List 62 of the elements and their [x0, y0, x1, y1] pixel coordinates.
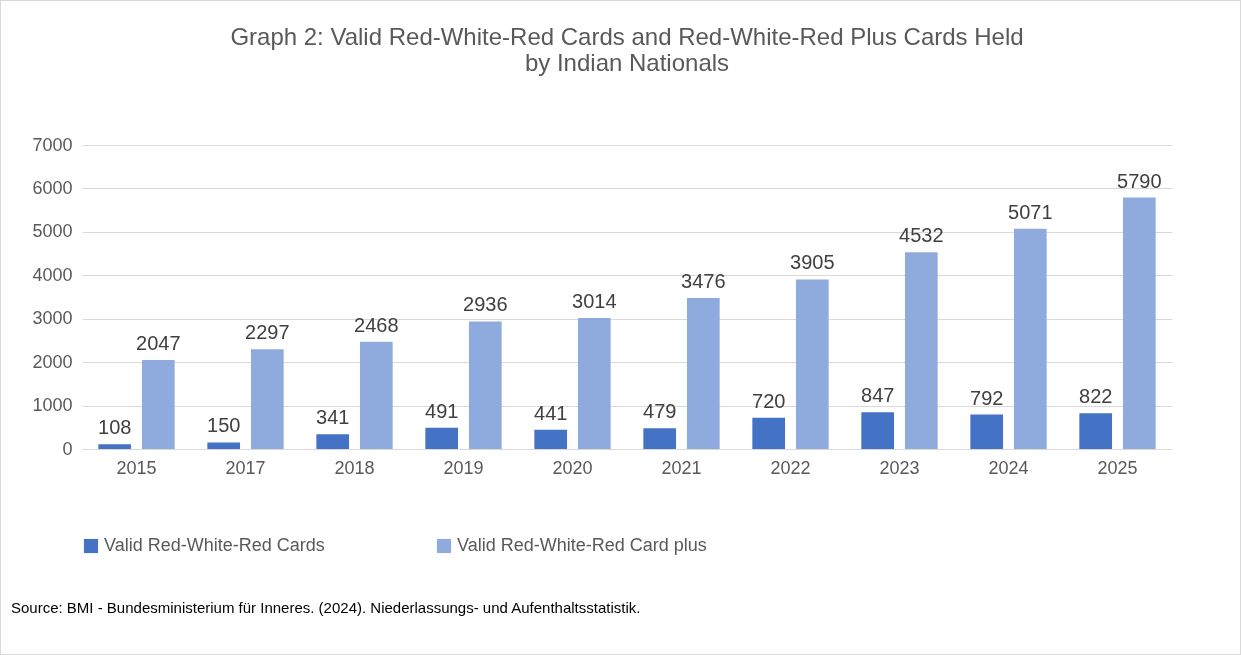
data-label: 150 [207, 414, 241, 437]
data-label: 3905 [790, 251, 835, 274]
data-label: 3476 [681, 270, 726, 293]
data-label: 441 [534, 401, 568, 424]
bar [577, 318, 611, 449]
bar [1122, 197, 1156, 449]
legend-label: Valid Red-White-Red Card plus [457, 535, 707, 555]
y-tick-label: 4000 [32, 264, 73, 285]
x-tick-label: 2021 [661, 457, 702, 478]
bar [752, 417, 786, 449]
bar [250, 349, 284, 449]
bar [970, 414, 1004, 449]
data-label: 479 [643, 400, 677, 423]
chart-title: Graph 2: Valid Red-White-Red Cards and Red-White-Red Plus Cards Held by Indian Nationals [230, 23, 1024, 76]
data-label: 822 [1079, 385, 1113, 408]
y-tick-label: 6000 [32, 177, 73, 198]
data-label: 720 [752, 389, 786, 412]
bar [861, 412, 895, 449]
y-tick-label: 7000 [32, 134, 73, 155]
bar [98, 444, 132, 449]
bar [425, 427, 459, 449]
data-label: 3014 [572, 290, 617, 313]
data-label: 847 [861, 384, 895, 407]
bar [316, 434, 350, 449]
x-tick-label: 2015 [116, 457, 157, 478]
data-label: 5790 [1117, 169, 1162, 192]
bar [1079, 413, 1113, 449]
data-label: 491 [425, 399, 459, 422]
data-label: 108 [98, 416, 132, 439]
bar [686, 298, 720, 449]
x-tick-label: 2023 [879, 457, 920, 478]
x-tick-label: 2020 [552, 457, 593, 478]
data-label: 341 [316, 406, 350, 429]
data-label: 5071 [1008, 200, 1053, 223]
x-tick-label: 2017 [225, 457, 266, 478]
data-label: 2297 [245, 321, 290, 344]
data-label: 792 [970, 386, 1004, 409]
bar [207, 442, 241, 449]
bar [1013, 228, 1047, 449]
data-label: 2936 [463, 293, 508, 316]
y-tick-label: 1000 [32, 395, 73, 416]
y-tick-label: 5000 [32, 221, 73, 242]
bar [904, 252, 938, 449]
bar [359, 341, 393, 449]
source-note: Source: BMI - Bundesministerium für Inneres. (2024). Niederlassungs- und Aufenthaltsstatistik. [11, 599, 641, 616]
bar [795, 279, 829, 449]
x-tick-label: 2022 [770, 457, 811, 478]
data-label: 2468 [354, 313, 399, 336]
y-tick-label: 2000 [32, 351, 73, 372]
bar [141, 360, 175, 449]
data-label: 2047 [136, 332, 181, 355]
x-tick-label: 2025 [1097, 457, 1138, 478]
legend-label: Valid Red-White-Red Cards [104, 535, 325, 555]
x-tick-label: 2019 [443, 457, 484, 478]
bar [643, 428, 677, 449]
x-tick-label: 2018 [334, 457, 375, 478]
bar [468, 321, 502, 449]
bar [534, 429, 568, 449]
y-tick-label: 3000 [32, 308, 73, 329]
data-label: 4532 [899, 224, 944, 247]
y-tick-label: 0 [62, 438, 73, 459]
x-tick-label: 2024 [988, 457, 1029, 478]
